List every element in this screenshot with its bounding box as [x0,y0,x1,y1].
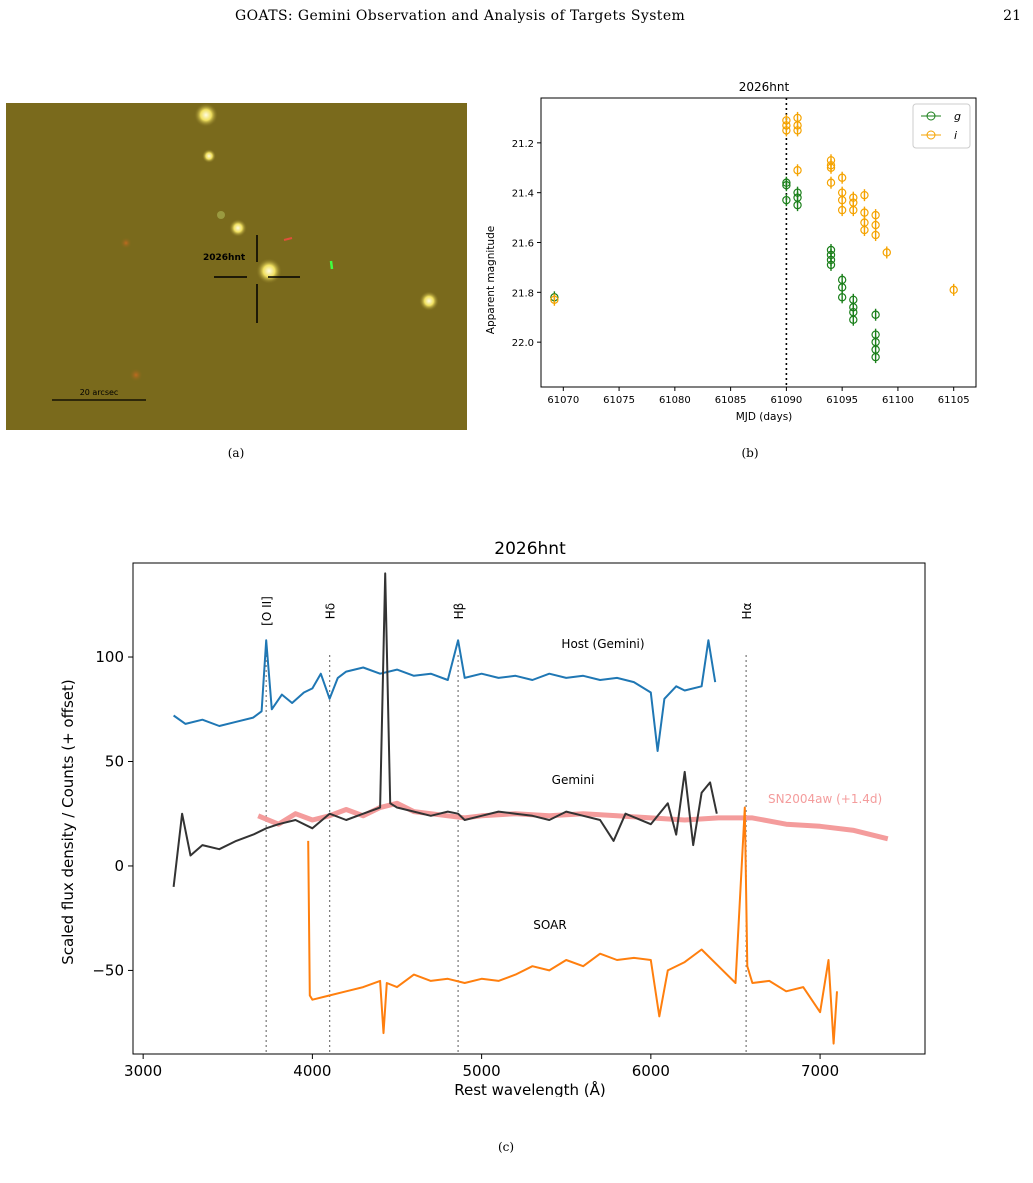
sp-line-marker-label: Hβ [452,603,466,620]
label-template: SN2004aw (+1.4d) [768,792,882,806]
lc-xtick-label: 61085 [715,395,747,406]
sky-image-panel: 2026hnt 20 arcsec [6,103,467,430]
page-number: 21 [1003,8,1021,24]
lc-point-i [826,178,836,187]
label-host: Host (Gemini) [561,637,644,651]
lc-point-i [860,225,869,235]
artifact-red [283,237,293,241]
lc-point-i [860,190,869,200]
lc-point-i [793,166,802,175]
lc-point-g [837,293,847,302]
running-head: GOATS: Gemini Observation and Analysis o… [0,8,1033,30]
lc-point-i [882,248,891,257]
lc-point-i [871,210,880,220]
light-curve-chart: 2026hnt Apparent magnitude MJD (days) 61… [485,82,977,422]
label-soar: SOAR [533,918,566,932]
lc-ytick-label: 21.4 [512,189,534,200]
lc-point-i [837,173,847,182]
lc-point-g [871,352,880,362]
lc-point-i [782,126,791,135]
lc-point-i [949,285,958,295]
lc-point-i [871,220,880,230]
lc-ylabel: Apparent magnitude [485,226,497,334]
lc-point-g [849,315,858,324]
caption-b: (b) [741,446,759,460]
lc-point-g [793,200,802,210]
label-gemini: Gemini [552,773,595,787]
lc-title: 2026hnt [739,82,790,94]
lc-point-g [837,283,847,292]
sp-ytick-label: −50 [92,961,124,979]
lc-point-g [826,260,836,270]
sp-series-sn2004aw-1-4d- [257,800,889,842]
running-title: GOATS: Gemini Observation and Analysis o… [235,8,686,24]
lc-point-i [550,295,559,305]
sp-axes-frame [132,562,926,1055]
sp-ylabel: Scaled flux density / Counts (+ offset) [59,679,77,964]
star [229,219,247,237]
lc-point-i [849,205,858,215]
sp-title: 2026hnt [494,539,566,559]
host-galaxy [256,258,282,284]
star [194,103,218,127]
sp-series-host-gemini- [173,639,717,752]
sp-line-marker-label: Hδ [324,603,338,619]
sp-series-gemini [172,572,718,888]
lc-xtick-label: 61100 [882,395,914,406]
sp-xtick-label: 4000 [293,1062,331,1080]
lc-xtick-label: 61070 [547,395,579,406]
lc-xtick-label: 61080 [659,395,691,406]
sky-image: 2026hnt 20 arcsec [6,103,467,430]
lc-point-g [782,180,791,190]
legend-label-i: i [954,129,957,142]
lc-xtick-label: 61090 [770,395,802,406]
sp-xlabel: Rest wavelength (Å) [454,1080,606,1097]
sp-ytick-label: 50 [105,752,124,770]
faint-source [120,237,132,249]
star [419,291,439,311]
faint-source [217,211,225,219]
artifact-green [329,260,334,270]
lc-xlabel: MJD (days) [736,411,793,422]
image-background [6,103,467,430]
lc-axes-frame [540,97,977,388]
lc-point-i [871,230,880,240]
lc-ytick-label: 22.0 [512,338,534,349]
sp-xtick-label: 7000 [801,1062,839,1080]
lc-point-i [826,163,836,172]
scale-label: 20 arcsec [80,388,119,397]
sp-line-marker-label: [O II] [260,596,274,626]
lc-point-i [860,208,869,217]
sp-ytick-label: 0 [114,857,124,875]
lc-point-g [782,195,791,205]
star [202,149,216,163]
lc-point-i [793,126,802,135]
sp-xtick-label: 5000 [463,1062,501,1080]
lc-xtick-label: 61105 [938,395,970,406]
lc-ytick-label: 21.2 [512,139,534,150]
target-label: 2026hnt [203,253,246,263]
lc-xtick-label: 61075 [603,395,635,406]
faint-source [129,368,143,382]
lc-ytick-label: 21.8 [512,288,534,299]
lc-point-i [837,195,847,205]
caption-a: (a) [227,446,245,460]
sp-xtick-label: 6000 [632,1062,670,1080]
lc-point-g [871,310,880,319]
sp-ytick-label: 100 [95,648,124,666]
caption-c: (c) [497,1140,515,1154]
sp-line-marker-label: Hα [740,602,754,619]
lc-ytick-label: 21.6 [512,239,534,250]
sp-series-soar [307,806,838,1045]
lc-point-i [837,205,847,215]
legend-label-g: g [954,110,961,123]
sp-xtick-label: 3000 [124,1062,162,1080]
lc-xtick-label: 61095 [826,395,858,406]
lc-legend: g i [912,103,971,149]
spectra-chart: 2026hnt Scaled flux density / Counts (+ … [59,539,926,1097]
